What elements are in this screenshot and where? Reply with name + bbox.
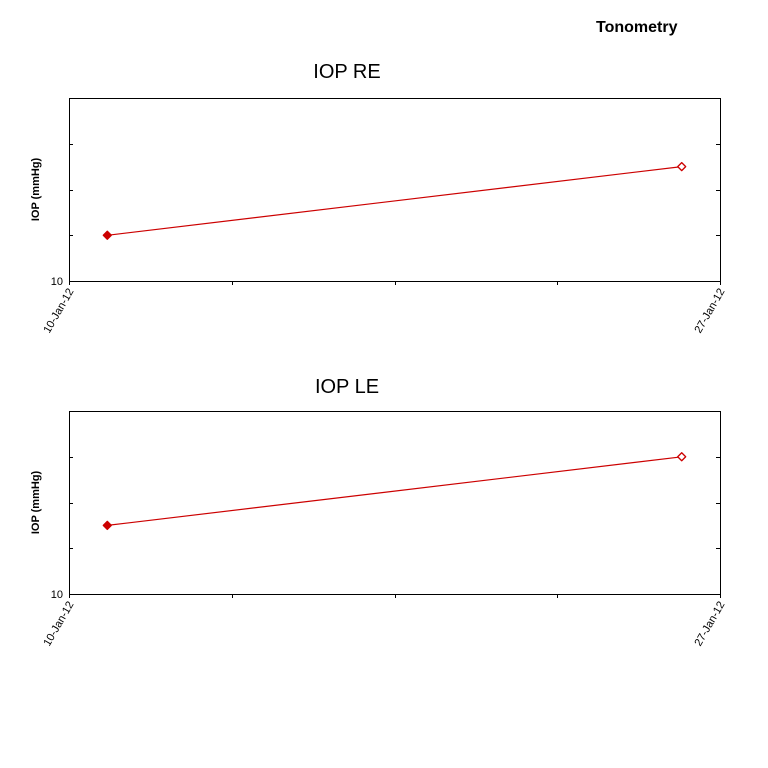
chart-title: IOP LE: [315, 376, 379, 398]
data-point: [102, 230, 112, 240]
y-tick-label: 10: [51, 276, 63, 288]
plot-frame: [69, 411, 721, 595]
x-tick-label: 27-Jan-12: [692, 600, 727, 649]
x-tick-label: 10-Jan-12: [41, 287, 76, 336]
series-line: [107, 456, 682, 526]
x-tick-label: 27-Jan-12: [692, 287, 727, 336]
page-title: Tonometry: [596, 19, 678, 36]
y-axis-label: IOP (mmHg): [30, 470, 42, 534]
chart-1: IOP RE 10 IOP (mmHg) 10-Jan-12 27-Jan-12: [30, 61, 728, 335]
data-point: [677, 452, 687, 462]
chart-2: IOP LE 10 IOP (mmHg) 10-Jan-12 27-Jan-12: [30, 376, 728, 648]
plot-frame: [69, 98, 721, 282]
data-point: [677, 161, 687, 172]
y-tick-label: 10: [51, 589, 63, 601]
chart-title: IOP RE: [313, 61, 380, 83]
data-point: [102, 520, 112, 531]
y-axis-label: IOP (mmHg): [30, 157, 42, 221]
series-line: [107, 166, 682, 236]
x-tick-label: 10-Jan-12: [41, 600, 76, 649]
